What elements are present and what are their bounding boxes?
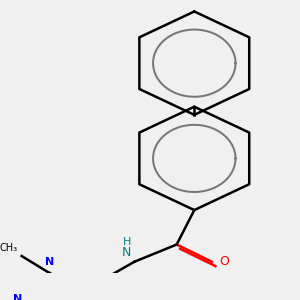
Text: O: O xyxy=(219,255,229,268)
Text: N: N xyxy=(45,257,55,268)
Text: N: N xyxy=(13,294,22,300)
Text: CH₃: CH₃ xyxy=(0,243,18,253)
Text: H: H xyxy=(122,237,131,248)
Text: N: N xyxy=(122,246,131,259)
